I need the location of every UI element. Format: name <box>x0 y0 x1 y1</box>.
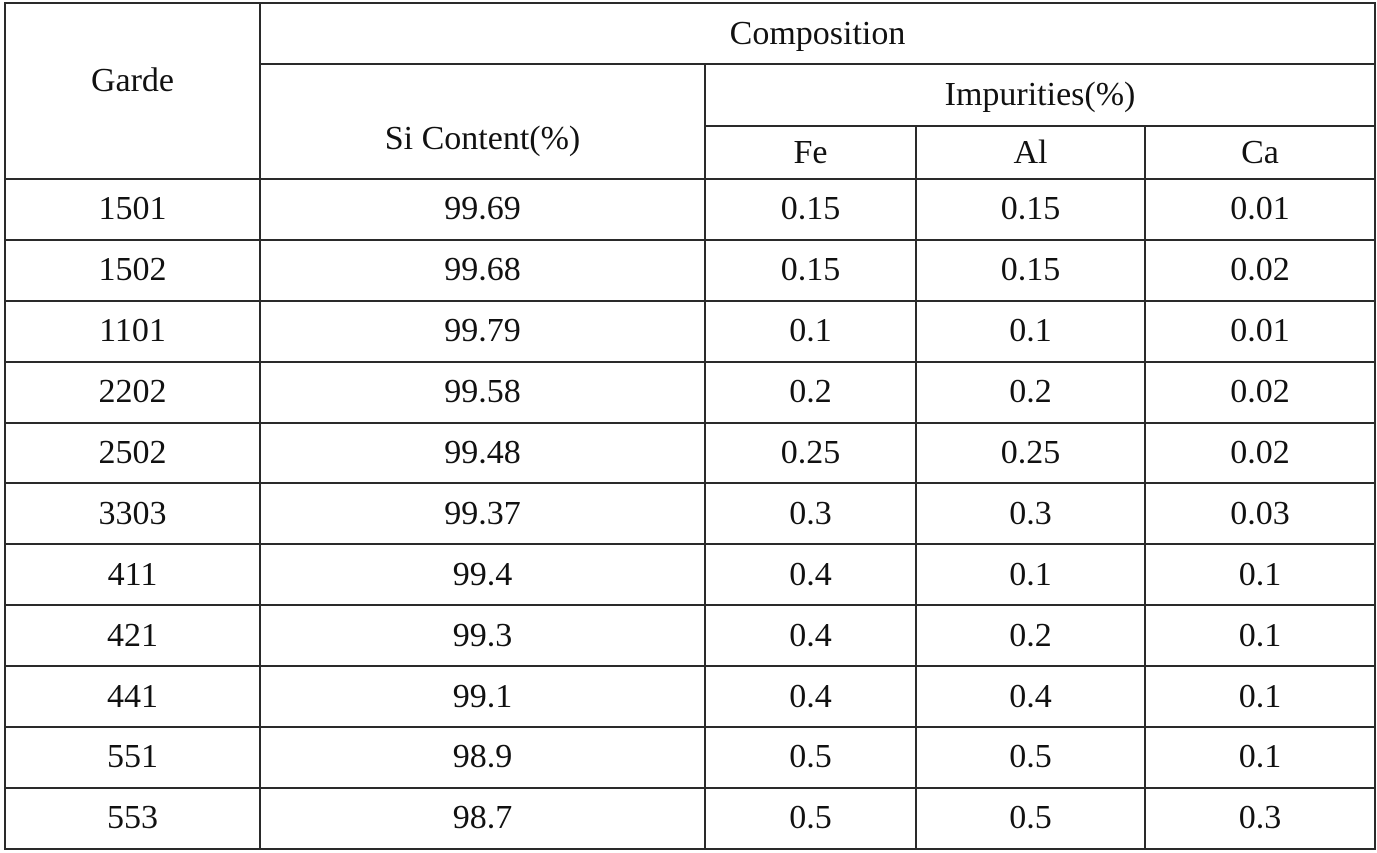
table-cell: 2502 <box>4 421 261 485</box>
table-cell: 99.68 <box>259 238 706 302</box>
table-cell: 99.4 <box>259 543 706 607</box>
table-cell: 0.5 <box>704 726 917 789</box>
table-body: 1501 99.69 0.15 0.15 0.01 1502 99.68 0.15 0.15 0.… <box>4 178 1377 850</box>
table-cell: 99.79 <box>259 299 706 363</box>
table-cell: 3303 <box>4 482 261 546</box>
table-cell: 0.3 <box>1143 786 1377 850</box>
table-cell: 0.15 <box>704 238 917 302</box>
table-cell: 99.48 <box>259 421 706 485</box>
header-row: Garde Composition <box>4 2 1377 180</box>
table-cell: 421 <box>4 604 261 668</box>
table-cell: 99.58 <box>259 360 706 424</box>
table-cell: 0.5 <box>915 726 1146 789</box>
table-row: 441 99.1 0.4 0.4 0.1 <box>4 665 1377 729</box>
table-cell: 0.1 <box>915 543 1146 607</box>
table-cell: 99.37 <box>259 482 706 546</box>
table-row: 1501 99.69 0.15 0.15 0.01 <box>4 178 1377 241</box>
table-row: 411 99.4 0.4 0.1 0.1 <box>4 543 1377 607</box>
table-cell: 1101 <box>4 299 261 363</box>
table-cell: 0.25 <box>915 421 1146 485</box>
table-cell: 0.3 <box>915 482 1146 546</box>
table-cell: 0.01 <box>1143 178 1377 241</box>
table-cell: 0.5 <box>915 786 1146 850</box>
table-cell: 1501 <box>4 178 261 241</box>
composition-table: Garde Composition Si Content(%) Impuriti… <box>4 2 1377 850</box>
table-cell: 0.02 <box>1143 360 1377 424</box>
table-row: 551 98.9 0.5 0.5 0.1 <box>4 726 1377 789</box>
table-cell: 98.9 <box>259 726 706 789</box>
table-cell: 411 <box>4 543 261 607</box>
header-cell: Garde <box>4 2 261 180</box>
table-cell: 0.1 <box>1143 543 1377 607</box>
table-row: 1101 99.79 0.1 0.1 0.01 <box>4 299 1377 363</box>
table-cell: 0.01 <box>1143 299 1377 363</box>
table-row: 2202 99.58 0.2 0.2 0.02 <box>4 360 1377 424</box>
table-cell: 551 <box>4 726 261 789</box>
table-cell: 98.7 <box>259 786 706 850</box>
table-cell: 1502 <box>4 238 261 302</box>
table-cell: 0.1 <box>1143 665 1377 729</box>
table-row: 553 98.7 0.5 0.5 0.3 <box>4 786 1377 850</box>
table-cell: 0.4 <box>704 665 917 729</box>
table-header: Garde Composition Si Content(%) Impuriti… <box>4 2 1377 180</box>
table-cell: 99.3 <box>259 604 706 668</box>
table-cell: 441 <box>4 665 261 729</box>
header-row: Si Content(%) Impurities(%) <box>5 63 1377 180</box>
header-cell: Impurities(%) <box>703 63 1377 127</box>
header-cell: Ca <box>1143 125 1377 180</box>
table-cell: 0.1 <box>1143 604 1377 668</box>
table-cell: 0.02 <box>1143 421 1377 485</box>
table-cell: 0.1 <box>915 299 1146 363</box>
table-cell: 0.03 <box>1143 482 1377 546</box>
table-cell: 0.2 <box>915 604 1146 668</box>
table-row: 3303 99.37 0.3 0.3 0.03 <box>4 482 1377 546</box>
table-cell: 553 <box>4 786 261 850</box>
header-cell: Composition <box>258 2 1377 65</box>
header-cell: Si Content(%) <box>259 63 706 180</box>
table-cell: 0.25 <box>704 421 917 485</box>
table-cell: 0.4 <box>704 604 917 668</box>
table-cell: 0.5 <box>704 786 917 850</box>
table-cell: 0.4 <box>915 665 1146 729</box>
table-cell: 0.15 <box>704 178 917 241</box>
table-cell: 0.2 <box>915 360 1146 424</box>
table-cell: 0.1 <box>1143 726 1377 789</box>
table-row: 1502 99.68 0.15 0.15 0.02 <box>4 238 1377 302</box>
table-cell: 0.3 <box>704 482 917 546</box>
header-cell: Fe <box>704 125 917 180</box>
table-cell: 99.1 <box>259 665 706 729</box>
table-row: 421 99.3 0.4 0.2 0.1 <box>4 604 1377 668</box>
table-cell: 0.1 <box>704 299 917 363</box>
table-row: 2502 99.48 0.25 0.25 0.02 <box>4 421 1377 485</box>
table-cell: 0.15 <box>915 238 1146 302</box>
header-cell: Al <box>915 125 1146 180</box>
table-cell: 99.69 <box>259 178 706 241</box>
table-cell: 2202 <box>4 360 261 424</box>
table-cell: 0.15 <box>915 178 1146 241</box>
table-cell: 0.4 <box>704 543 917 607</box>
table-cell: 0.02 <box>1143 238 1377 302</box>
header-row: Fe Al Ca <box>5 125 1377 180</box>
table-cell: 0.2 <box>704 360 917 424</box>
